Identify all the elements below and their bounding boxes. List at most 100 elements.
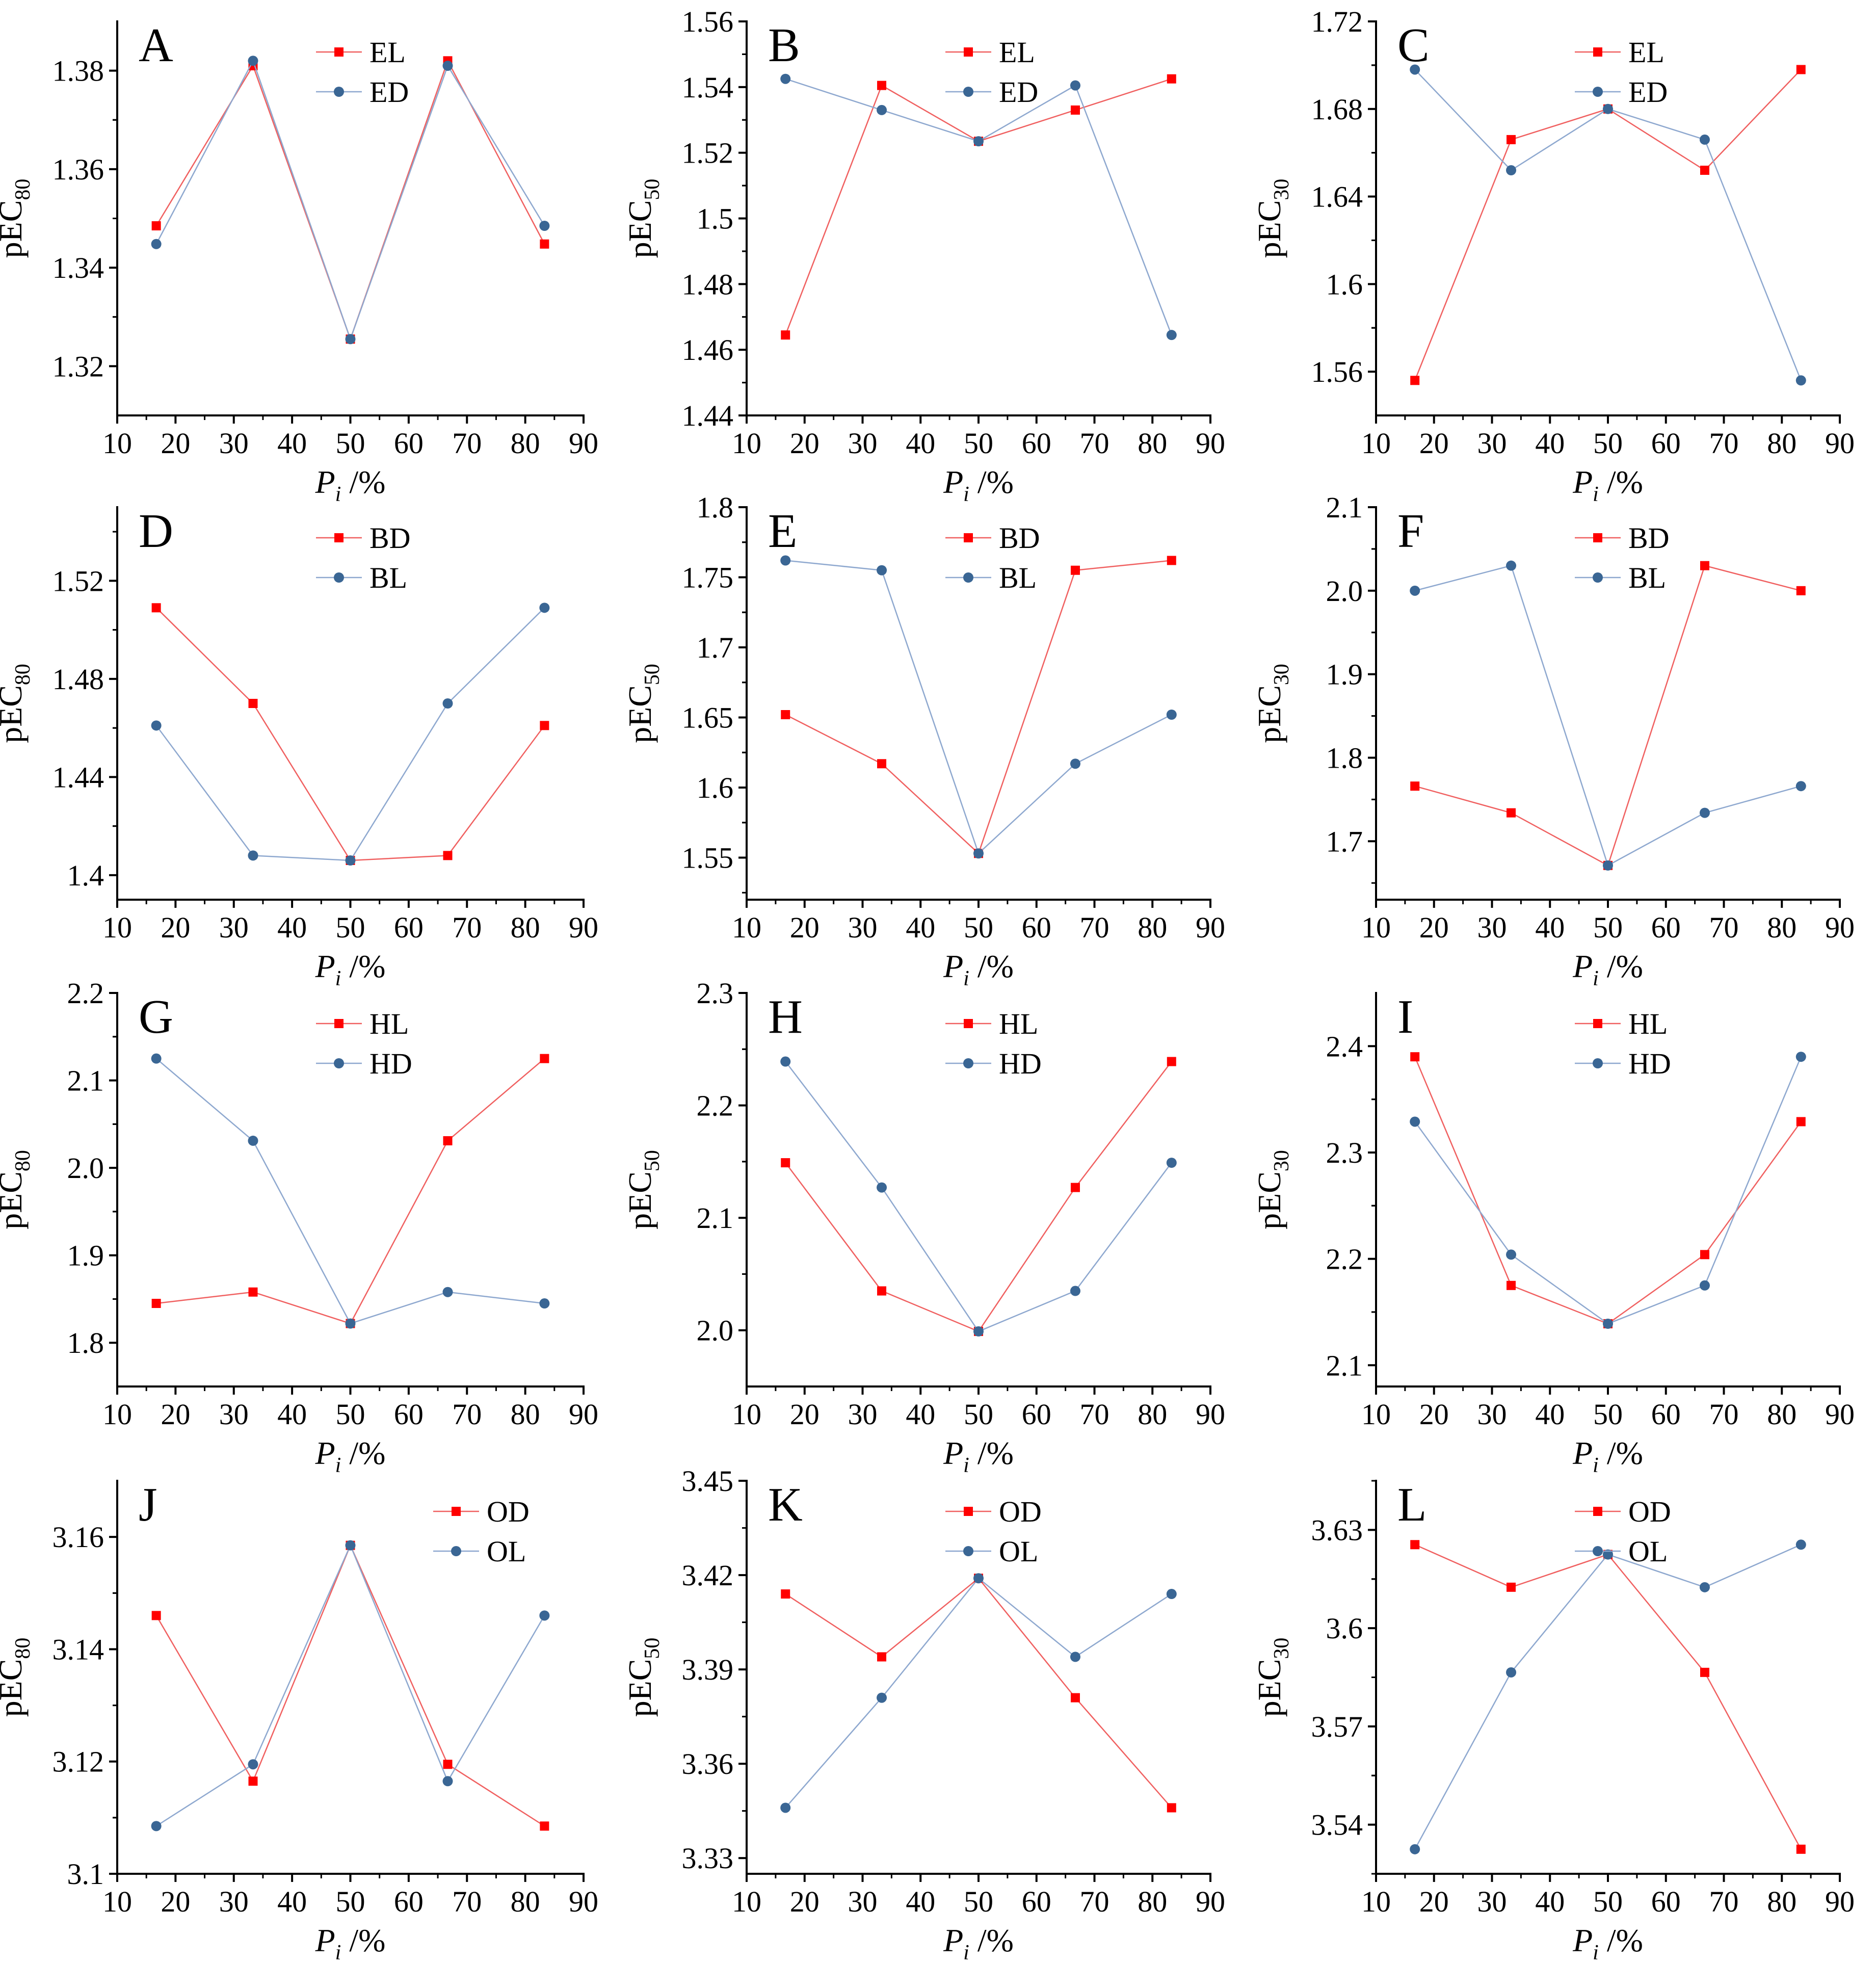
y-axis-label-text: pEC bbox=[0, 1171, 29, 1229]
x-axis-label-text: P bbox=[1572, 948, 1593, 984]
y-axis-label-subscript: 50 bbox=[641, 1150, 664, 1171]
legend-marker bbox=[964, 1507, 973, 1516]
x-tick-label: 90 bbox=[569, 1885, 598, 1918]
panel-label: K bbox=[768, 1478, 803, 1531]
x-tick-label: 70 bbox=[452, 1885, 482, 1918]
x-tick-label: 10 bbox=[732, 1398, 761, 1431]
legend-label: BL bbox=[1628, 561, 1666, 594]
data-point-HD bbox=[877, 1182, 887, 1193]
x-tick-label: 80 bbox=[1138, 427, 1167, 460]
y-axis-label-text: pEC bbox=[0, 685, 29, 743]
y-axis-label-text: pEC bbox=[622, 685, 658, 743]
legend-item-HL: HL bbox=[945, 1007, 1038, 1040]
panel-J: 10 20 30 40 50 60 70 80 903.13.123.143.16pEC80Pi… bbox=[0, 1478, 598, 1963]
x-tick-label: 30 bbox=[219, 911, 249, 944]
legend-label: OL bbox=[999, 1535, 1038, 1568]
data-point-HD bbox=[345, 1318, 356, 1329]
y-axis-label-text: pEC bbox=[1251, 1171, 1287, 1229]
x-axis-label: Pi /% bbox=[315, 948, 386, 990]
x-tick-label: 10 bbox=[732, 1885, 761, 1918]
data-point-EL bbox=[1410, 376, 1420, 385]
x-axis-label-text: P bbox=[1572, 1922, 1593, 1958]
data-point-BL bbox=[345, 855, 356, 866]
series-line-OL bbox=[1414, 1544, 1802, 1850]
x-tick-label: 80 bbox=[1138, 1398, 1167, 1431]
y-tick-label: 3.33 bbox=[682, 1842, 734, 1875]
x-axis-label-text: P bbox=[1572, 1435, 1593, 1471]
series-line-HD bbox=[155, 1058, 545, 1324]
data-point-ED bbox=[877, 104, 887, 115]
legend-label: HD bbox=[369, 1047, 412, 1080]
legend-item-ED: ED bbox=[1575, 75, 1668, 109]
x-tick-label: 60 bbox=[394, 427, 424, 460]
y-axis-label-subscript: 50 bbox=[641, 1638, 664, 1659]
x-tick-label: 70 bbox=[1080, 1885, 1109, 1918]
x-tick-label: 10 bbox=[1361, 911, 1391, 944]
x-tick-label: 80 bbox=[1138, 1885, 1167, 1918]
data-point-HD bbox=[151, 1053, 162, 1064]
x-axis-label-subscript: i bbox=[963, 1941, 969, 1963]
data-point-OD bbox=[1167, 1803, 1176, 1813]
x-tick-label: 80 bbox=[1767, 1398, 1796, 1431]
legend-marker bbox=[963, 87, 973, 97]
data-point-BL bbox=[1410, 585, 1420, 596]
x-tick-label: 10 bbox=[102, 427, 132, 460]
legend-label: BD bbox=[1628, 521, 1670, 555]
legend-label: HD bbox=[1628, 1047, 1671, 1080]
y-tick-label: 1.7 bbox=[697, 631, 734, 664]
legend-label: OL bbox=[487, 1535, 526, 1568]
x-axis-label-text: P bbox=[943, 948, 963, 984]
y-tick-label: 3.16 bbox=[52, 1521, 104, 1554]
x-tick-label: 40 bbox=[277, 1885, 307, 1918]
x-tick-label: 50 bbox=[336, 1885, 365, 1918]
x-tick-label: 40 bbox=[1535, 1398, 1565, 1431]
x-tick-label: 60 bbox=[394, 911, 424, 944]
data-point-BL bbox=[780, 555, 791, 566]
series-line-OL bbox=[785, 1577, 1172, 1809]
legend-marker bbox=[1593, 87, 1603, 97]
panel-C: 10 20 30 40 50 60 70 80 90 1.56 1.6 1.64 1.68 1.72 pEC… bbox=[1251, 5, 1855, 506]
data-point-OL bbox=[780, 1802, 791, 1813]
y-tick-label: 1.9 bbox=[67, 1239, 104, 1272]
x-tick-label: 70 bbox=[1080, 1398, 1109, 1431]
legend-marker bbox=[452, 1507, 461, 1516]
y-tick-label: 2.3 bbox=[1326, 1136, 1363, 1169]
data-point-HL bbox=[781, 1158, 790, 1168]
y-axis-label: pEC30 bbox=[1251, 664, 1293, 743]
data-point-OL bbox=[1410, 1844, 1420, 1854]
legend-label: ED bbox=[369, 75, 409, 109]
data-point-HD bbox=[539, 1298, 550, 1309]
y-tick-label: 1.32 bbox=[52, 350, 104, 383]
x-tick-label: 80 bbox=[511, 911, 540, 944]
data-point-OD bbox=[877, 1652, 887, 1662]
data-point-OD bbox=[1410, 1540, 1420, 1550]
y-tick-label: 1.52 bbox=[52, 564, 104, 597]
data-point-ED bbox=[442, 60, 453, 71]
x-tick-label: 20 bbox=[161, 1398, 190, 1431]
y-tick-label: 3.39 bbox=[682, 1653, 734, 1686]
panel-label: E bbox=[768, 505, 797, 558]
x-axis-label-unit: /% bbox=[969, 948, 1014, 984]
y-axis-label-text: pEC bbox=[0, 200, 29, 258]
data-point-HD bbox=[780, 1056, 791, 1067]
x-tick-label: 10 bbox=[1361, 1398, 1391, 1431]
x-tick-label: 90 bbox=[569, 911, 598, 944]
data-point-ED bbox=[1699, 134, 1710, 145]
x-tick-label: 90 bbox=[569, 427, 598, 460]
y-tick-label: 2.4 bbox=[1326, 1030, 1363, 1063]
series-line-OD bbox=[155, 1543, 545, 1827]
y-tick-label: 1.64 bbox=[1311, 180, 1363, 214]
y-axis-label-text: pEC bbox=[1251, 1659, 1287, 1717]
legend-item-ED: ED bbox=[945, 75, 1038, 109]
y-axis-label: pEC30 bbox=[1251, 179, 1293, 258]
legend-marker bbox=[451, 1546, 461, 1556]
legend-marker bbox=[963, 572, 973, 583]
x-axis-label: Pi /% bbox=[315, 1922, 386, 1963]
x-axis-label-subscript: i bbox=[1593, 483, 1599, 506]
legend-item-OD: OD bbox=[1575, 1495, 1671, 1528]
data-point-HD bbox=[248, 1135, 258, 1146]
y-axis-label-text: pEC bbox=[622, 1659, 658, 1717]
x-axis-label: Pi /% bbox=[315, 1435, 386, 1477]
data-point-BL bbox=[1603, 860, 1613, 871]
